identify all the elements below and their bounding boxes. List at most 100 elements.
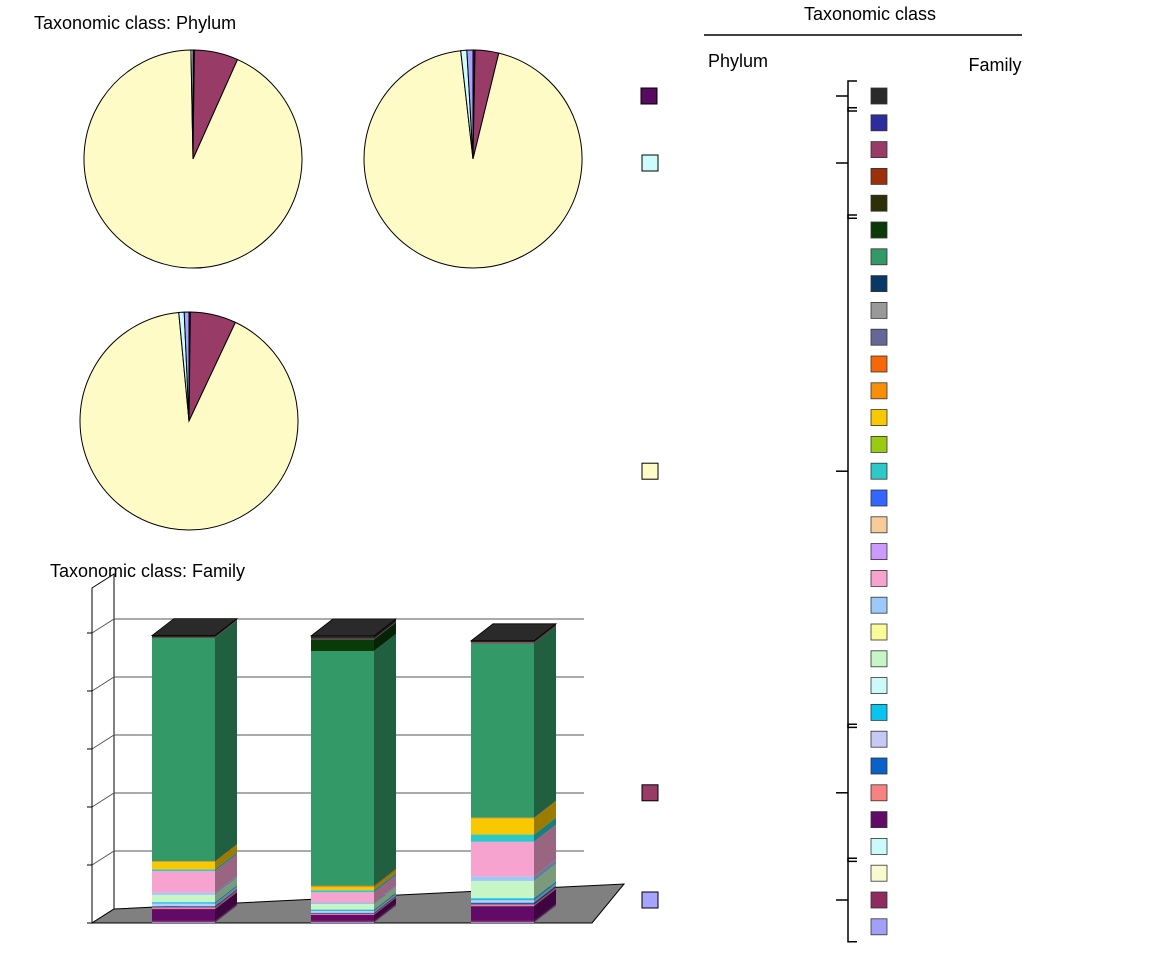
gridline	[91, 792, 584, 808]
bar-segment-side-ex-gf3-porphyromonadaceae	[534, 887, 556, 907]
gridline	[91, 618, 584, 634]
legend-family-header: Family	[969, 55, 1022, 75]
bar-segment-ex-gf2-porphyromonadaceae	[311, 913, 374, 915]
legend-bracket-bacteroidetes	[847, 723, 857, 863]
bar-segment-side-ex-gf2-lactobacillaceae	[374, 633, 396, 886]
bar-segment-ex-gf3-erysipelotrichaceae	[471, 817, 534, 819]
legend-swatch-unclassified-firmicutes	[870, 704, 888, 721]
bar-segment-side-ex-gf1-lachnospiraceae	[215, 854, 237, 893]
bar-segment-side-ex-gf1-eubacteriaceae	[215, 875, 237, 895]
bar-segment-ex-gf3-rikenellaceae	[471, 900, 534, 903]
pie-panel-title: Taxonomic class: Phylum	[34, 13, 236, 33]
legend-swatch-erysipelotrichaceae	[870, 382, 888, 400]
bar-segment-ex-gf1-prevotelaceae	[152, 906, 215, 908]
legend-swatch-staphylococcaceae	[870, 328, 888, 346]
bar-segment-side-ex-gf2-lachnospiraceae	[374, 875, 396, 903]
legend-swatch-peptococcaceae	[870, 516, 888, 534]
bar-segment-ex-gf3-coriobacteriaceae	[471, 920, 534, 923]
bar-segment-ex-gf3-ruminococcaceae	[471, 834, 534, 842]
bar-segment-ex-gf1-erysipelotrichaceae	[152, 861, 215, 863]
legend-swatch-nocardioidaceae	[870, 918, 888, 936]
bar-segment-side-ex-gf3-erysipelotrichaceae	[534, 800, 556, 819]
bar-segment-ex-gf3-lactobacillaceae	[471, 643, 534, 818]
bar-segment-ex-gf1-eubacteriaceae	[152, 892, 215, 895]
legend-swatch-syntrophomonadaceae	[870, 435, 888, 453]
bar-segment-ex-gf3-eubacteriaceae	[471, 876, 534, 881]
legend-swatch-peptostreptococcaceae	[870, 489, 888, 507]
bar-segment-side-ex-gf2-nocardioidaceae	[374, 905, 396, 923]
bar-segment-ex-gf1-verrucomicrobiaceae	[152, 635, 215, 638]
bar-segment-ex-gf1-bacteroidaceae	[152, 909, 215, 921]
bar-segment-side-ex-gf2-porphyromonadaceae	[374, 896, 396, 915]
bar-segment-ex-gf2-rikenellaceae	[311, 910, 374, 913]
bar-segment-ex-gf2-verrucomicrobiaceae	[311, 635, 374, 639]
bar-segment-side-ex-gf3-bacteroidaceae	[534, 889, 556, 921]
legend-bracket-proteobacteria	[847, 107, 857, 219]
bar-segment-side-ex-gf2-rikenellaceae	[374, 893, 396, 913]
bar-top-ex-gf1	[150, 618, 239, 637]
bar-segment-side-ex-gf3-ruminococcaceae	[534, 817, 556, 842]
bar-segment-side-ex-gf1-porphyromonadaceae	[215, 890, 237, 910]
bar-segment-ex-gf2-unclassified-firmicutes	[311, 909, 374, 911]
legend-phylum-swatch-verrucomicrobia	[640, 87, 658, 105]
bar-segment-ex-gf2-prevotelaceae	[311, 912, 374, 914]
bar-top-ex-gf3	[469, 623, 558, 642]
legend-swatch-rikenellaceae	[870, 730, 888, 748]
bar-segment-ex-gf2-erysipelotrichaceae	[311, 885, 374, 888]
legend-swatch-enterococcaceae	[870, 275, 888, 293]
legend-swatch-prevotelaceae	[870, 757, 888, 775]
pie-slice-ex-gf1-proteobacteria	[190, 49, 194, 160]
bar-segment-side-ex-gf2-streptococcaceae	[374, 622, 396, 651]
bar-segment-side-ex-gf2-verrucomicrobiaceae	[374, 618, 396, 639]
bar-ex-gf2	[309, 618, 398, 923]
bar-segment-side-ex-gf2-clostridiaceae	[374, 886, 396, 910]
bar-segment-side-ex-gf1-prevotelaceae	[215, 889, 237, 908]
bar-segment-ex-gf3-unclassified-clostridiales	[471, 818, 534, 835]
bar-segment-ex-gf2-lachnospiraceae	[311, 892, 374, 903]
bar-segment-ex-gf3-verrucomicrobiaceae	[471, 640, 534, 643]
bar-segment-side-ex-gf2-eubacteriaceae	[374, 885, 396, 904]
bar-segment-ex-gf2-unclassified-clostridiales	[311, 887, 374, 891]
legend	[640, 80, 888, 943]
bar-segment-side-ex-gf2-erysipelotrichaceae	[374, 868, 396, 888]
bar-segment-ex-gf1-clostridiaceae	[152, 894, 215, 903]
pie-slice-ex-gf2-actinobacteria	[466, 49, 474, 160]
bar-segment-side-ex-gf1-bacteroidaceae	[215, 892, 237, 921]
bar-segment-ex-gf2-enterobacteriaceae	[311, 638, 374, 640]
legend-swatch-bacillaceae	[870, 355, 888, 373]
bar-segment-side-ex-gf1-rikenellaceae	[215, 886, 237, 907]
legend-phylum-header: Phylum	[708, 51, 768, 71]
legend-phylum-swatch-firmicutes	[641, 462, 659, 480]
bar-segment-side-ex-gf1-clostridiaceae	[215, 877, 237, 903]
legend-swatch-catabacteriaceae	[870, 677, 888, 694]
pie-slice-ex-gf3-actinobacteria	[183, 311, 190, 422]
bar-segment-side-ex-gf3-lactobacillaceae	[534, 626, 556, 818]
legend-swatch-ruminococcaceae	[870, 462, 888, 480]
bar-segment-ex-gf2-streptococcaceae	[311, 639, 374, 651]
legend-swatch-coriobacteriaceae	[870, 891, 888, 909]
legend-swatch-enterobacteriaceae	[870, 141, 888, 159]
legend-heading: Taxonomic class	[804, 4, 936, 24]
legend-swatch-streptococcaceae	[870, 221, 888, 239]
legend-swatch-bradyrhizobiaceae	[870, 114, 888, 132]
bar-segment-side-ex-gf1-streptococcaceae	[215, 620, 237, 638]
pie-slice-ex-gf2-firmicutes	[363, 50, 583, 269]
legend-swatch-unclassified-actinobacteria	[870, 864, 888, 882]
bar-segment-ex-gf3-clostridiaceae	[471, 880, 534, 899]
bar-segment-ex-gf2-ruminococcaceae	[311, 890, 374, 893]
legend-phylum-swatch-bacteroidetes	[641, 784, 659, 802]
bar-segment-ex-gf3-prevotelaceae	[471, 902, 534, 905]
bar-segment-ex-gf2-coriobacteriaceae	[311, 920, 374, 923]
legend-swatch-unclassified-bacteroidetes	[870, 838, 888, 855]
bar-segment-side-ex-gf3-eubacteriaceae	[534, 859, 556, 881]
bar-segment-ex-gf1-streptococcaceae	[152, 637, 215, 638]
legend-swatch-alcaligenaceae	[870, 194, 888, 212]
bar-segment-side-ex-gf3-nocardioidaceae	[534, 905, 556, 923]
legend-swatch-clostridiales-family-xiii	[870, 623, 888, 641]
bar-segment-ex-gf2-eubacteriaceae	[311, 902, 374, 904]
bar-segment-side-ex-gf3-rikenellaceae	[534, 883, 556, 903]
bar-segment-side-ex-gf1-erysipelotrichaceae	[215, 844, 237, 863]
bar-segment-side-ex-gf2-coriobacteriaceae	[374, 903, 396, 923]
bar-segment-ex-gf1-rikenellaceae	[152, 903, 215, 907]
legend-swatch-oscillospiraceae	[870, 543, 888, 560]
